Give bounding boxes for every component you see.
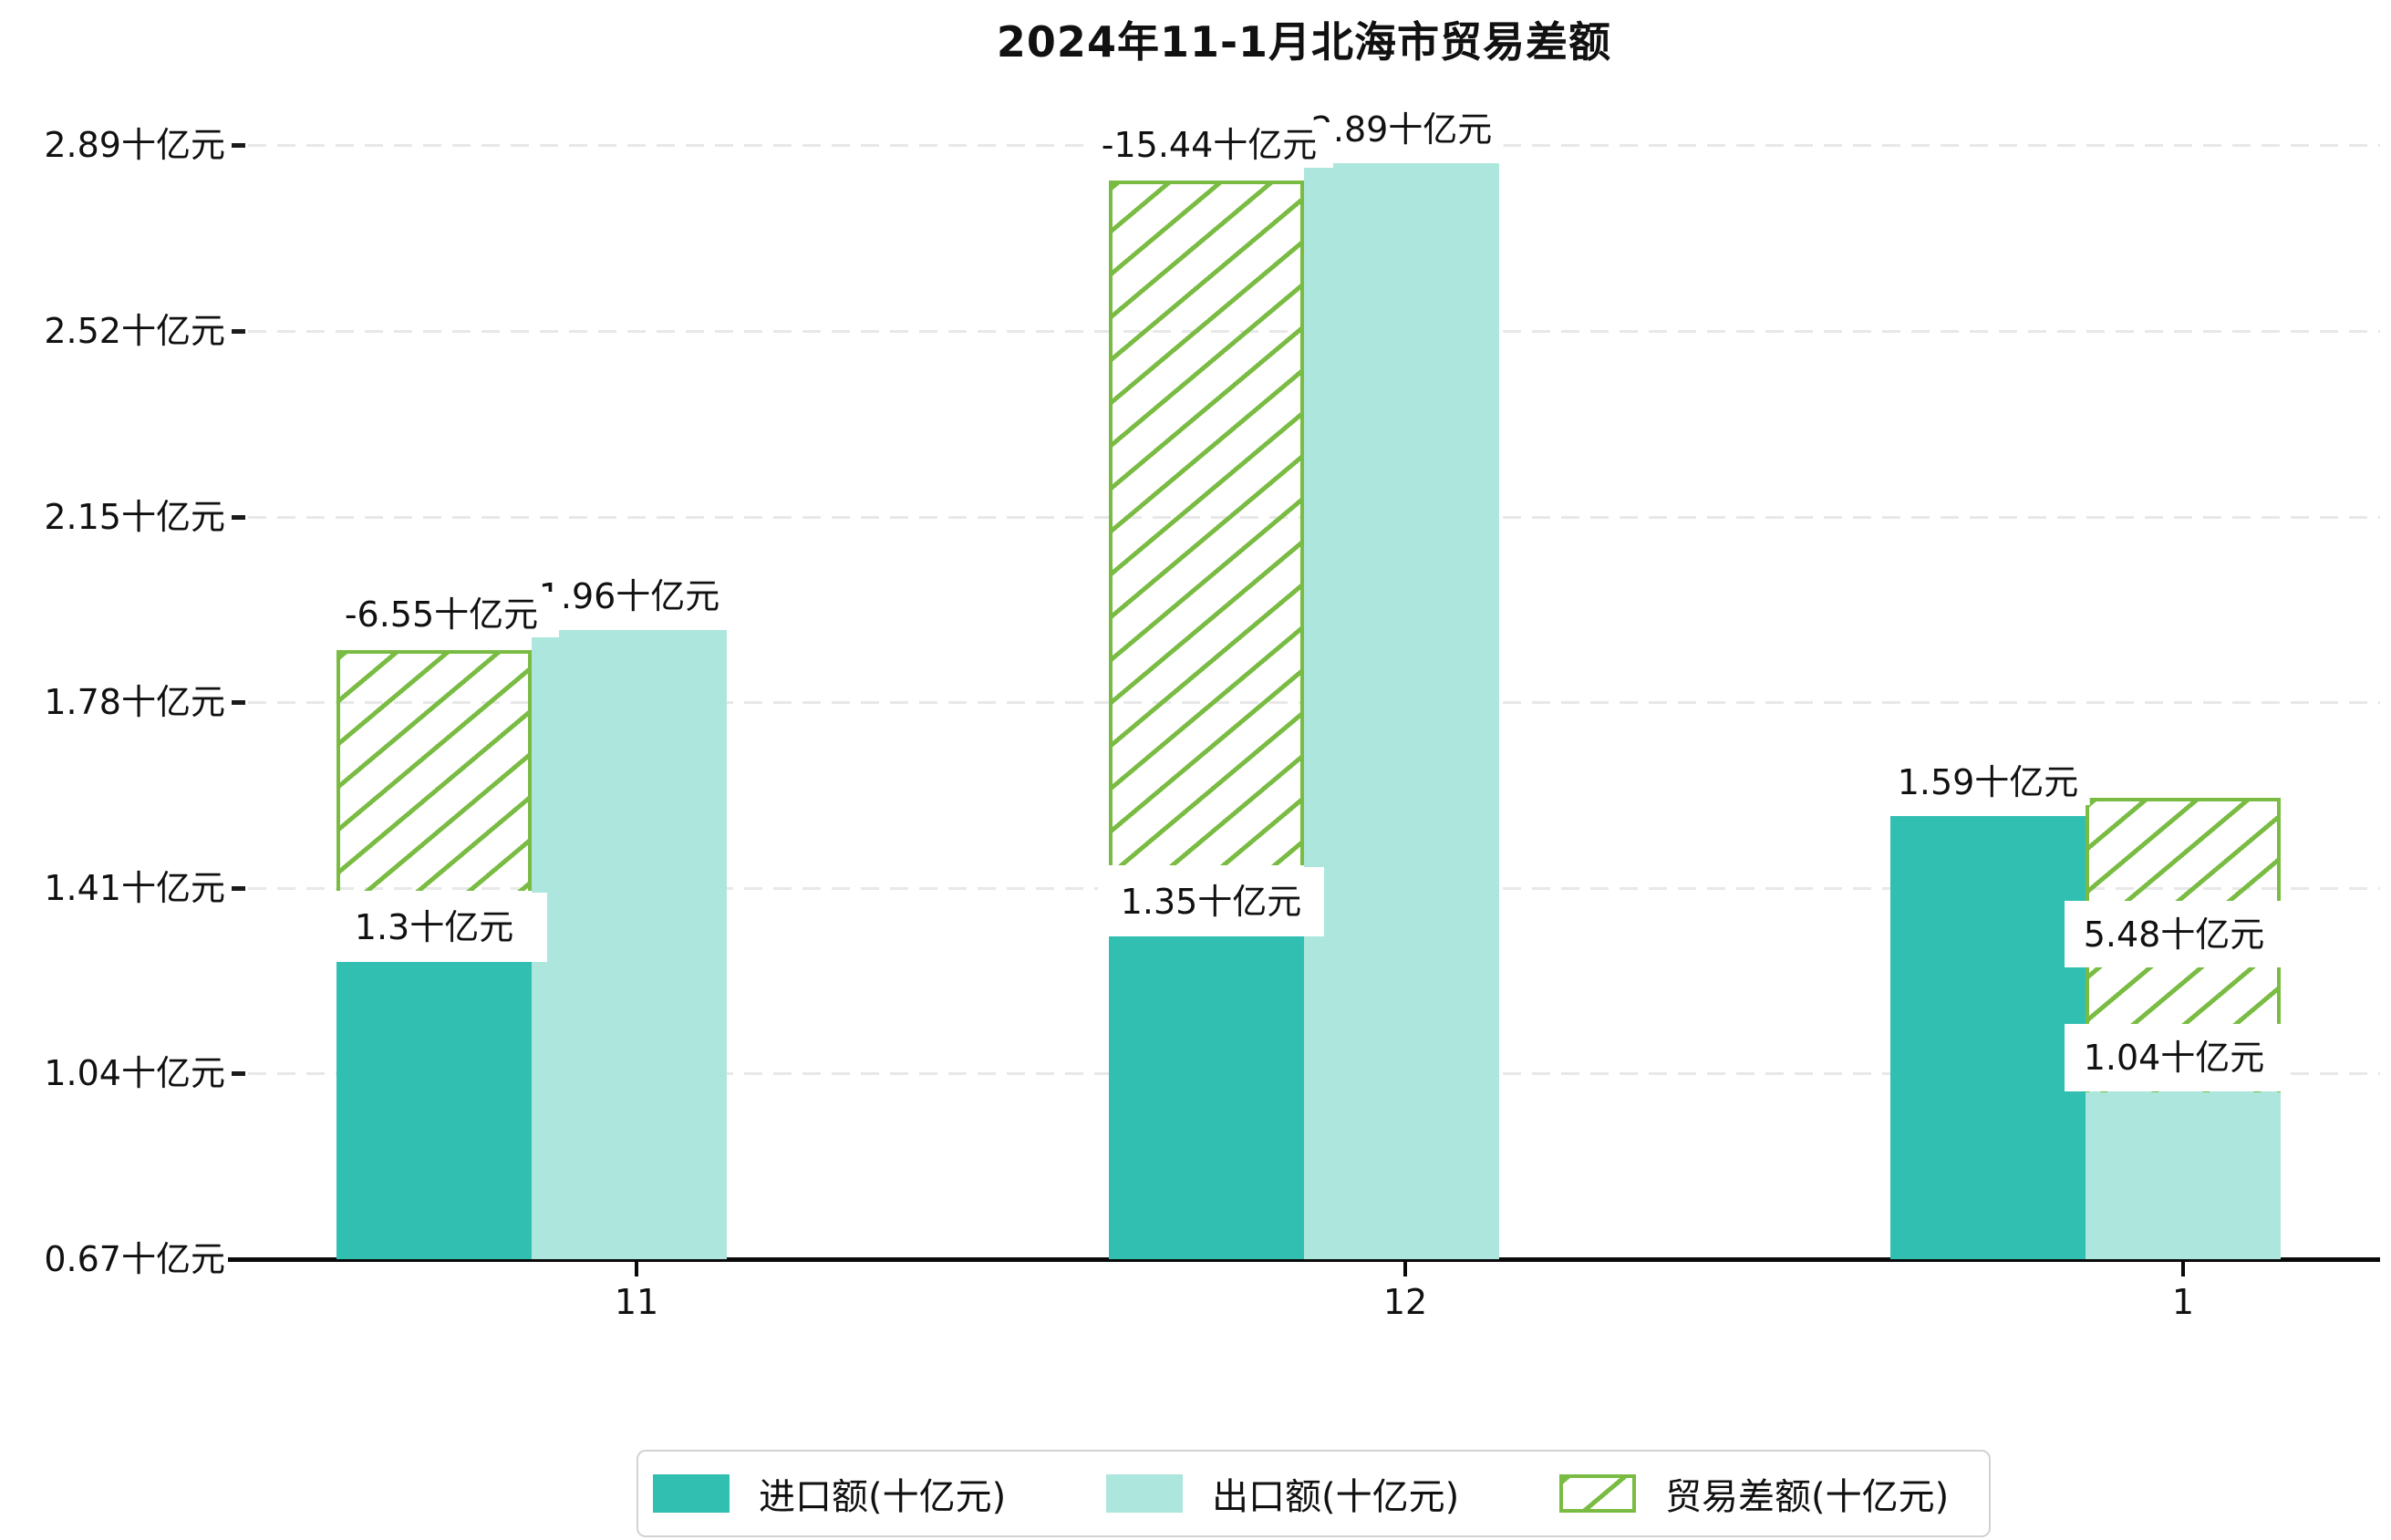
- y-tick-label: 2.89十亿元: [44, 125, 225, 166]
- chart-title: 2024年11-1月北海市贸易差额: [996, 17, 1612, 67]
- y-tick-mark: [232, 885, 245, 891]
- x-tick-mark: [1403, 1262, 1407, 1276]
- legend-label-import: 进口额(十亿元): [759, 1476, 1007, 1518]
- bar-label-balance: -15.44十亿元: [1085, 122, 1333, 168]
- legend-label-export: 出口额(十亿元): [1212, 1476, 1460, 1518]
- bar-balance-12: [1109, 181, 1304, 865]
- y-tick-label: 1.41十亿元: [44, 867, 225, 908]
- y-tick-mark: [232, 1071, 245, 1077]
- y-tick-label: 1.04十亿元: [44, 1053, 225, 1094]
- bar-label-balance: -6.55十亿元: [324, 592, 559, 637]
- legend-swatch-import: [653, 1474, 730, 1513]
- legend-swatch-export: [1106, 1474, 1183, 1513]
- bar-export-12: [1304, 163, 1499, 1259]
- y-tick-mark: [232, 514, 245, 520]
- bar-label-balance: 5.48十亿元: [2065, 901, 2283, 967]
- x-axis-line: [228, 1257, 2380, 1262]
- bar-label-export: 1.96十亿元: [527, 574, 731, 620]
- y-tick-mark: [232, 143, 245, 149]
- bar-import-12: [1109, 935, 1304, 1259]
- y-tick-label: 2.15十亿元: [44, 496, 225, 537]
- legend-swatch-balance: [1559, 1474, 1636, 1513]
- legend-item-import: 进口额(十亿元): [653, 1452, 1006, 1535]
- y-tick-label: 1.78十亿元: [44, 682, 225, 723]
- bar-label-export: 2.89十亿元: [1299, 107, 1504, 153]
- x-tick-mark: [2181, 1262, 2185, 1276]
- x-tick-label: 1: [2171, 1282, 2195, 1322]
- legend-label-balance: 贸易差额(十亿元): [1665, 1476, 1950, 1518]
- bar-label-import: 1.59十亿元: [1886, 759, 2090, 805]
- x-tick-mark: [635, 1262, 638, 1276]
- bar-label-import: 1.3十亿元: [321, 893, 547, 962]
- legend-item-balance: 贸易差额(十亿元): [1559, 1452, 1949, 1535]
- bar-import-11: [336, 961, 532, 1259]
- y-tick-label: 2.52十亿元: [44, 310, 225, 351]
- y-tick-mark: [232, 700, 245, 706]
- bar-export-11: [532, 630, 727, 1259]
- bar-label-export: 1.04十亿元: [2065, 1024, 2283, 1091]
- legend: 进口额(十亿元) 出口额(十亿元) 贸易差额(十亿元): [637, 1450, 1991, 1537]
- x-tick-label: 12: [1382, 1282, 1428, 1322]
- bar-label-import: 1.35十亿元: [1098, 867, 1324, 936]
- bar-import-1: [1890, 815, 2086, 1259]
- y-tick-label: 0.67十亿元: [44, 1239, 225, 1279]
- bar-balance-11: [336, 650, 532, 891]
- x-tick-label: 11: [614, 1282, 659, 1322]
- y-tick-mark: [232, 328, 245, 334]
- legend-item-export: 出口额(十亿元): [1106, 1452, 1459, 1535]
- bar-export-1: [2086, 1091, 2281, 1259]
